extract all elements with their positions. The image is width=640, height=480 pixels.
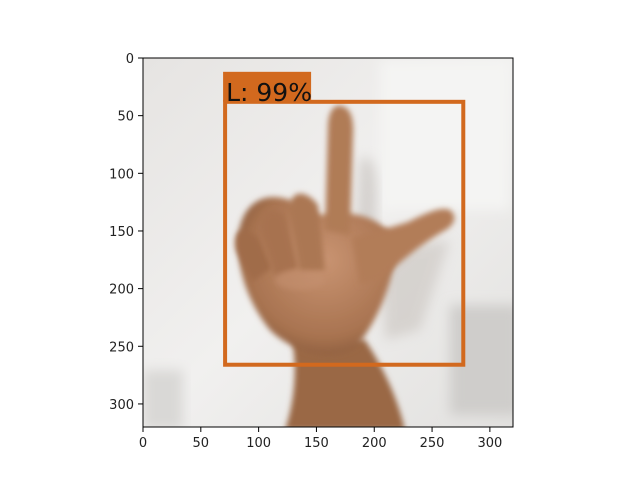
x-tick-label: 300 <box>477 436 502 451</box>
x-tick-label: 250 <box>420 436 445 451</box>
y-tick-label: 250 <box>109 340 134 355</box>
x-axis-ticks: 0 50 100 150 200 250 300 <box>139 427 502 451</box>
y-tick-label: 0 <box>126 52 134 67</box>
x-tick-label: 200 <box>362 436 387 451</box>
y-tick-label: 300 <box>109 398 134 413</box>
x-tick-label: 150 <box>304 436 329 451</box>
detection-label-background <box>223 71 312 102</box>
y-axis-ticks: 0 50 100 150 200 250 300 <box>109 52 143 413</box>
hand-photo <box>143 58 513 427</box>
detection-label: L: 99% <box>226 78 312 107</box>
detection-box <box>223 99 466 367</box>
y-tick-label: 50 <box>117 110 134 125</box>
y-tick-label: 200 <box>109 283 134 298</box>
x-tick-label: 0 <box>139 436 147 451</box>
y-tick-label: 100 <box>109 167 134 182</box>
y-tick-label: 150 <box>109 225 134 240</box>
x-tick-label: 100 <box>246 436 271 451</box>
axes-frame <box>142 57 514 428</box>
x-tick-label: 50 <box>193 436 210 451</box>
